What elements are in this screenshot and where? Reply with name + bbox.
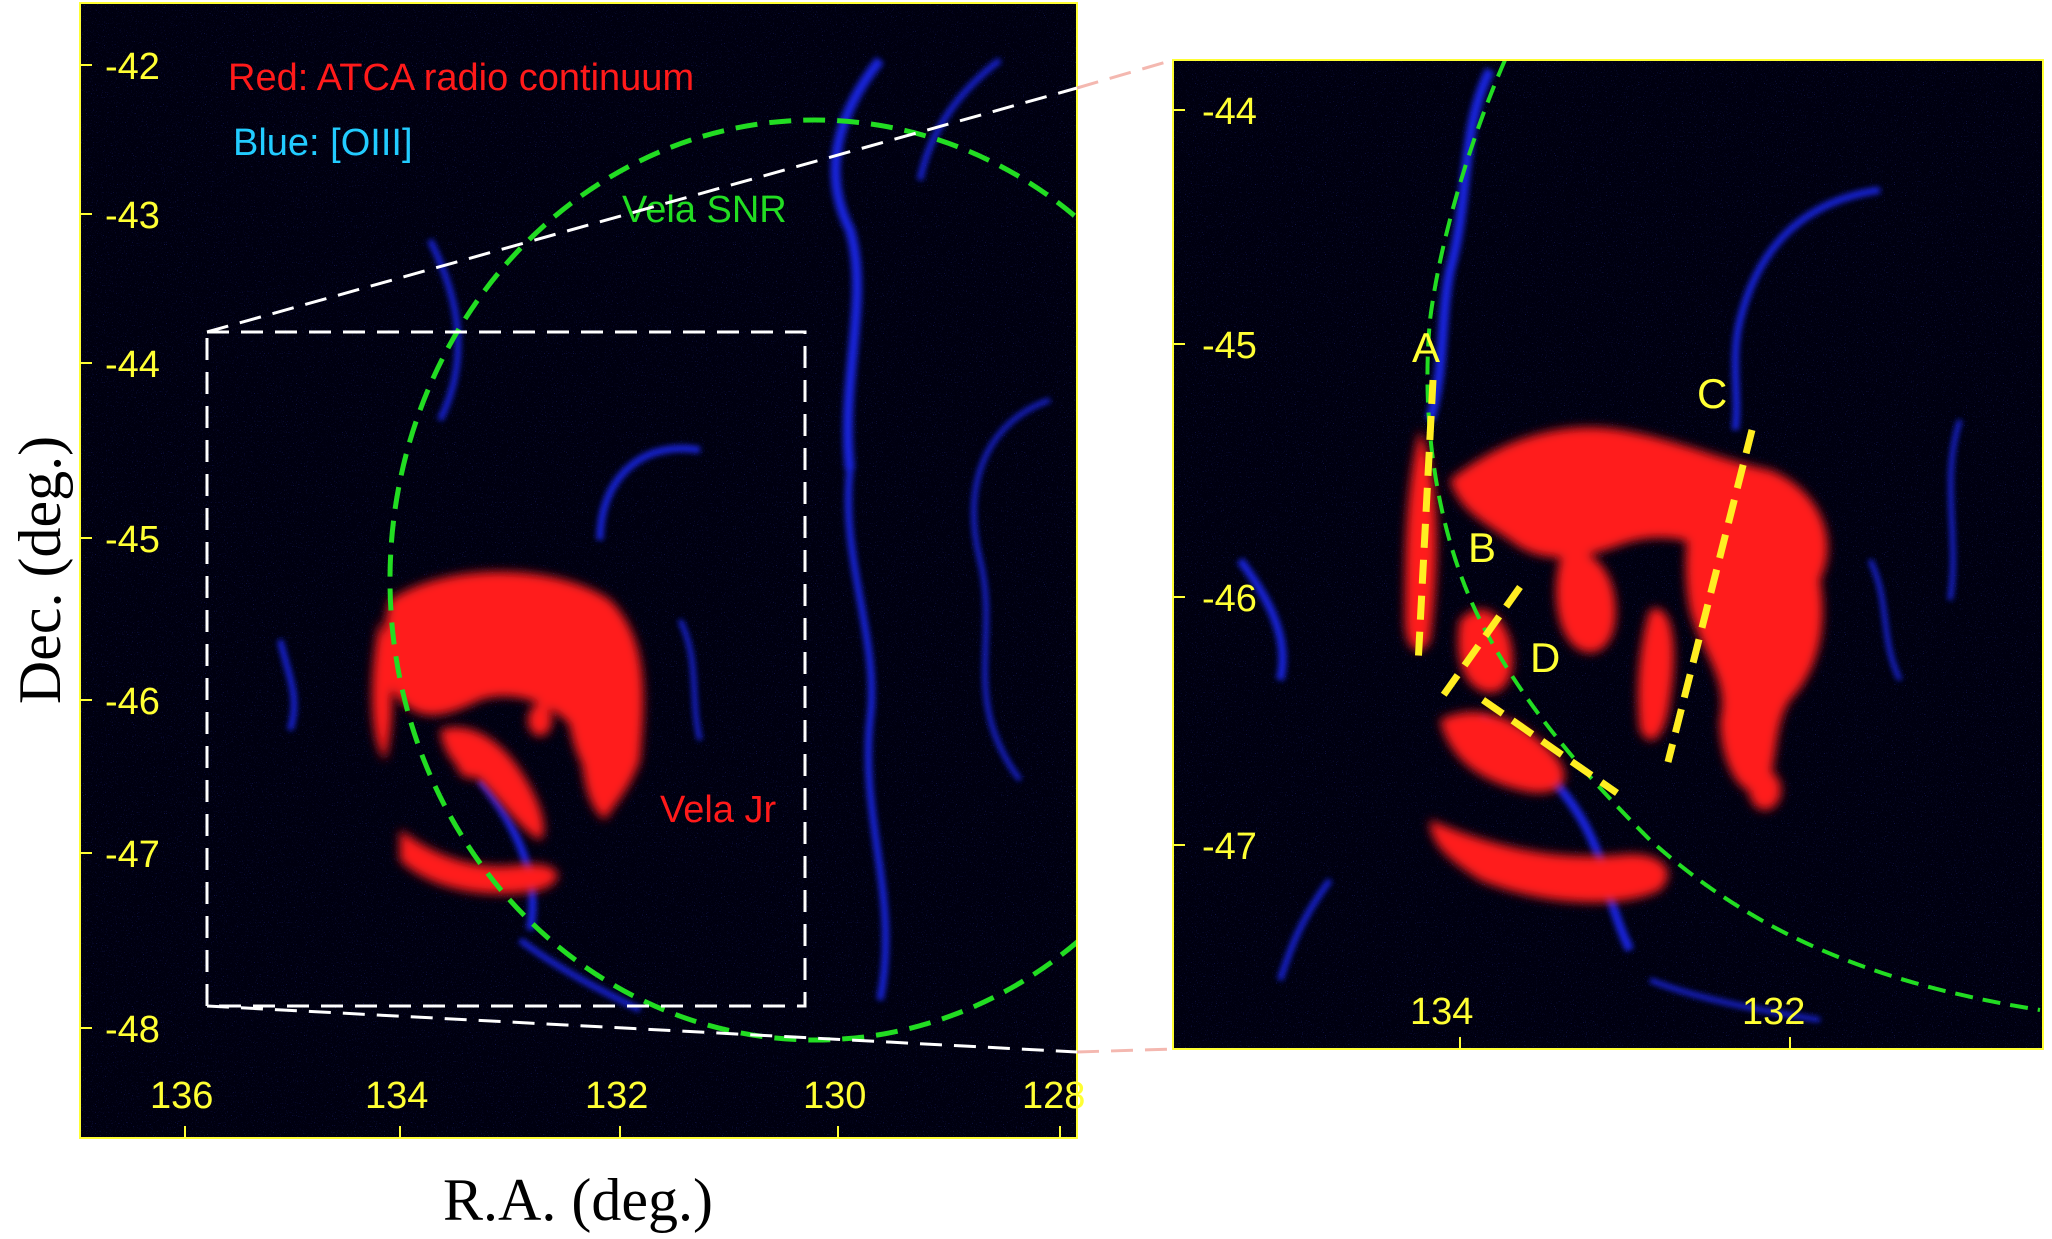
left-ra-tick-label: 136 bbox=[150, 1075, 213, 1117]
left-ra-tick-label: 132 bbox=[585, 1075, 648, 1117]
cut-line-c bbox=[1664, 429, 1756, 763]
left-tick-marks bbox=[80, 64, 1061, 1138]
right-dec-tick-label: -45 bbox=[1202, 325, 1257, 367]
left-dec-tick-label: -46 bbox=[105, 681, 160, 723]
left-ra-tick-label: 134 bbox=[365, 1075, 428, 1117]
cut-lines bbox=[1414, 379, 1756, 796]
left-frame bbox=[79, 2, 1078, 1139]
right-dec-tick-labels: -44 -45 -46 -47 bbox=[1202, 91, 1257, 868]
vela-snr-outline bbox=[387, 117, 1077, 1043]
region-label-b: B bbox=[1468, 524, 1496, 571]
vela-snr-label: Vela SNR bbox=[622, 189, 787, 231]
right-dec-tick-label: -46 bbox=[1202, 578, 1257, 620]
left-dec-tick-label: -44 bbox=[105, 344, 160, 386]
right-ra-tick-label: 132 bbox=[1742, 991, 1805, 1033]
left-panel: -42 -43 -44 -45 -46 -47 -48 136 134 132 … bbox=[79, 2, 1085, 1139]
left-dec-tick-labels: -42 -43 -44 -45 -46 -47 -48 bbox=[105, 46, 160, 1051]
zoom-region-box bbox=[205, 330, 807, 1008]
right-ra-tick-label: 134 bbox=[1410, 991, 1473, 1033]
zoom-connectors bbox=[206, 58, 1174, 1054]
legend-blue: Blue: [OIII] bbox=[233, 122, 413, 164]
left-ra-tick-labels: 136 134 132 130 128 bbox=[150, 1075, 1085, 1117]
left-dec-tick-label: -48 bbox=[105, 1009, 160, 1051]
cut-line-b bbox=[1437, 584, 1523, 703]
cut-line-d bbox=[1481, 697, 1619, 796]
cut-line-a bbox=[1414, 379, 1437, 666]
legend-red: Red: ATCA radio continuum bbox=[228, 57, 694, 99]
right-dec-tick-label: -44 bbox=[1202, 91, 1257, 133]
left-ra-tick-label: 130 bbox=[803, 1075, 866, 1117]
left-dec-tick-label: -45 bbox=[105, 519, 160, 561]
left-oiii-filaments bbox=[277, 56, 1051, 1013]
region-label-d: D bbox=[1530, 634, 1560, 681]
right-dec-tick-label: -47 bbox=[1202, 826, 1257, 868]
left-ra-tick-label: 128 bbox=[1022, 1075, 1085, 1117]
region-label-c: C bbox=[1697, 370, 1727, 417]
left-oiii-noise bbox=[80, 3, 1077, 1138]
right-panel: A B C D -44 -45 -46 -47 134 132 bbox=[1172, 59, 2044, 1050]
right-ra-tick-labels: 134 132 bbox=[1410, 991, 1805, 1033]
y-axis-title: Dec. (deg.) bbox=[7, 436, 73, 704]
left-dec-tick-label: -43 bbox=[105, 195, 160, 237]
x-axis-title: R.A. (deg.) bbox=[443, 1167, 713, 1233]
left-dec-tick-label: -42 bbox=[105, 46, 160, 88]
region-label-a: A bbox=[1412, 324, 1440, 371]
right-frame bbox=[1172, 59, 2044, 1050]
right-tick-marks bbox=[1173, 109, 1791, 1049]
left-radio-continuum bbox=[372, 571, 644, 894]
right-vela-snr-arc bbox=[1425, 60, 2041, 1012]
left-dec-tick-label: -47 bbox=[105, 834, 160, 876]
vela-jr-label: Vela Jr bbox=[660, 789, 777, 831]
